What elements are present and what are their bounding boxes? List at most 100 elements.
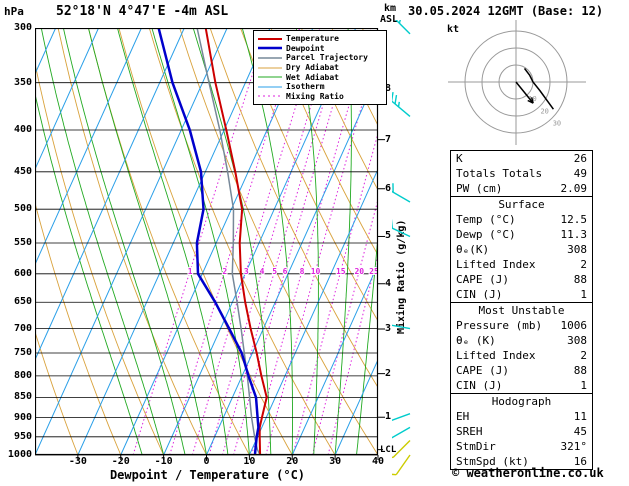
table-row-value: 12.5	[560, 213, 588, 226]
table-row: Totals Totals 49	[451, 166, 592, 181]
altitude-km-tick-label: 2	[385, 367, 392, 379]
temperature-tick-label: 10	[243, 456, 256, 467]
table-section-header: Most Unstable	[451, 302, 592, 318]
legend-item-label: Dewpoint	[286, 43, 325, 53]
plot-border	[35, 28, 379, 456]
table-row-label: CIN (J)	[456, 379, 503, 392]
pressure-tick-label: 950	[13, 430, 32, 442]
table-row-label: θₑ (K)	[456, 334, 496, 347]
wind-barbs-column	[392, 20, 411, 476]
skewt-diagram: 1 2 3 4 5 6 8 10 15 20 25	[35, 28, 385, 460]
legend-line-sample	[258, 57, 282, 59]
wind-barb	[392, 92, 411, 118]
table-row: θₑ (K) 308	[451, 333, 592, 348]
table-row-value: 2.09	[560, 182, 588, 195]
mixing-ratio-value-labels: 1 2 3 4 5 6 8 10 15 20 25	[187, 266, 378, 277]
indices-table: K 26 Totals Totals 49 PW (cm) 2.09 Surface Temp…	[450, 150, 593, 470]
table-row-value: 16	[573, 455, 587, 468]
table-row-value: 321°	[560, 440, 588, 453]
station-title: 52°18'N 4°47'E -4m ASL	[56, 4, 229, 19]
table-row: Dewp (°C) 11.3	[451, 227, 592, 242]
altitude-km-tick-label: 7	[385, 133, 392, 145]
legend-line-sample	[258, 37, 282, 40]
table-row-value: 308	[567, 243, 587, 256]
pressure-tick-label: 650	[13, 296, 32, 308]
svg-text:8: 8	[300, 267, 305, 276]
pressure-tick-label: 800	[13, 369, 32, 381]
hodograph-ring-label: 20	[540, 107, 548, 115]
pressure-tick-label: 550	[13, 236, 32, 248]
legend-item: Parcel Trajectory	[258, 53, 382, 63]
storm-motion-arrow	[515, 81, 534, 104]
table-row: Temp (°C) 12.5	[451, 212, 592, 227]
table-row: StmSpd (kt) 16	[451, 454, 592, 469]
legend-item: Temperature	[258, 34, 382, 44]
table-section-header: Hodograph	[451, 393, 592, 409]
legend-line-sample	[258, 95, 282, 97]
svg-text:3: 3	[244, 267, 249, 276]
table-row-label: CAPE (J)	[456, 364, 509, 377]
legend-item: Isotherm	[258, 82, 382, 92]
svg-text:5: 5	[272, 267, 277, 276]
legend-item: Dry Adiabat	[258, 63, 382, 73]
legend-line-sample	[258, 76, 282, 78]
table-row-label: StmSpd (kt)	[456, 455, 529, 468]
legend-line-sample	[258, 86, 282, 88]
table-row-label: Pressure (mb)	[456, 319, 543, 332]
temperature-tick-label: -20	[111, 456, 130, 467]
svg-text:15: 15	[336, 267, 346, 276]
pressure-tick-label: 350	[13, 76, 32, 88]
pressure-tick-label: 1000	[7, 449, 32, 460]
table-row-label: Lifted Index	[456, 258, 536, 271]
svg-text:2: 2	[222, 267, 227, 276]
altitude-km-tick-label: 8	[385, 82, 392, 94]
svg-text:1: 1	[188, 267, 193, 276]
wind-barb	[392, 183, 411, 203]
table-row: StmDir 321°	[451, 439, 592, 454]
wind-barb	[392, 454, 411, 476]
wind-barb	[392, 324, 411, 330]
table-row-value: 88	[573, 273, 587, 286]
table-row-label: K	[456, 152, 463, 165]
table-section-header: Surface	[451, 196, 592, 212]
table-row-value: 1006	[560, 319, 588, 332]
wind-barb	[392, 426, 411, 439]
altitude-km-tick-label: 1	[385, 411, 392, 423]
wind-barb	[395, 20, 411, 35]
wind-barb	[392, 219, 411, 238]
table-row: EH 11	[451, 409, 592, 424]
svg-text:4: 4	[260, 267, 265, 276]
pressure-tick-label: 600	[13, 267, 32, 279]
altitude-unit-asl-label: ASL	[380, 14, 399, 25]
table-row-value: 2	[580, 258, 587, 271]
legend-item: Dewpoint	[258, 44, 382, 54]
legend-item-label: Parcel Trajectory	[286, 53, 368, 63]
legend-line-sample	[258, 67, 282, 69]
table-row-value: 308	[567, 334, 587, 347]
table-row-value: 26	[573, 152, 587, 165]
table-row-value: 1	[580, 379, 587, 392]
copyright-label: © weatheronline.co.uk	[452, 466, 604, 480]
pressure-tick-label: 850	[13, 391, 32, 403]
legend-item-label: Isotherm	[286, 82, 325, 92]
sounding-curves	[157, 28, 268, 455]
run-datetime-title: 30.05.2024 12GMT (Base: 12)	[408, 4, 604, 18]
dewpoint-curve	[157, 28, 260, 455]
table-row: CIN (J) 1	[451, 287, 592, 302]
table-row-label: Temp (°C)	[456, 213, 516, 226]
wind-barb	[392, 413, 411, 421]
altitude-unit-km-label: km	[384, 3, 397, 14]
altitude-km-tick-label: 5	[385, 230, 392, 242]
table-row-value: 1	[580, 288, 587, 301]
temperature-tick-label: 0	[203, 456, 210, 467]
table-row-label: Lifted Index	[456, 349, 536, 362]
temperature-tick-label: 30	[329, 456, 342, 467]
pressure-tick-label: 700	[13, 322, 32, 334]
table-row-label: EH	[456, 410, 470, 423]
altitude-km-tick-label: 6	[385, 182, 392, 194]
table-row-value: 45	[573, 425, 587, 438]
hodograph-unit-label: kt	[447, 24, 460, 35]
pressure-tick-label: 500	[13, 203, 32, 215]
